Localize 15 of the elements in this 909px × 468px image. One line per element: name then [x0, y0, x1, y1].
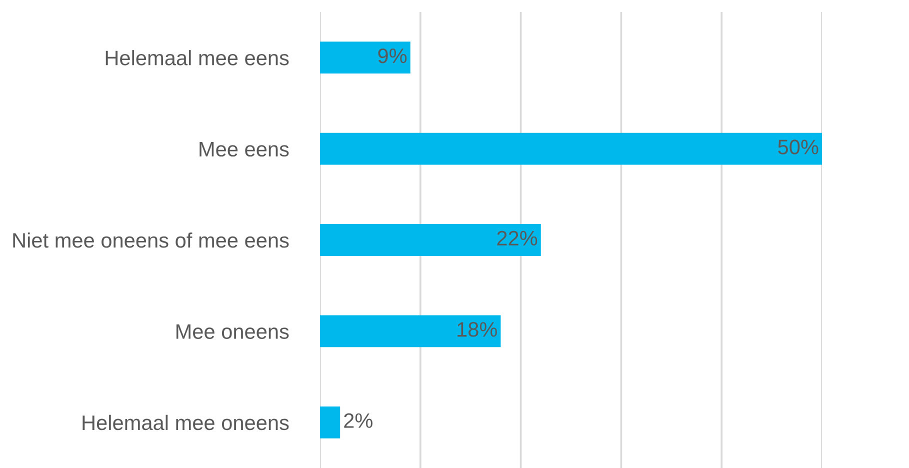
data-label: 22% — [497, 230, 538, 246]
bar — [320, 315, 501, 348]
bar — [320, 406, 340, 438]
y-tick-label: Mee eens — [200, 142, 289, 157]
y-tick-label: Niet mee oneens of mee eens — [13, 232, 289, 248]
data-label: 50% — [778, 140, 818, 154]
y-tick-label: Helemaal mee oneens — [82, 414, 289, 430]
bar — [320, 224, 541, 256]
data-label: 2% — [344, 413, 372, 428]
bar — [320, 42, 410, 74]
data-label: 9% — [378, 48, 407, 64]
bar — [320, 132, 822, 165]
data-label: 18% — [458, 322, 497, 337]
y-tick-label: Mee oneens — [176, 324, 289, 339]
y-tick-label: Helemaal mee eens — [106, 50, 289, 66]
